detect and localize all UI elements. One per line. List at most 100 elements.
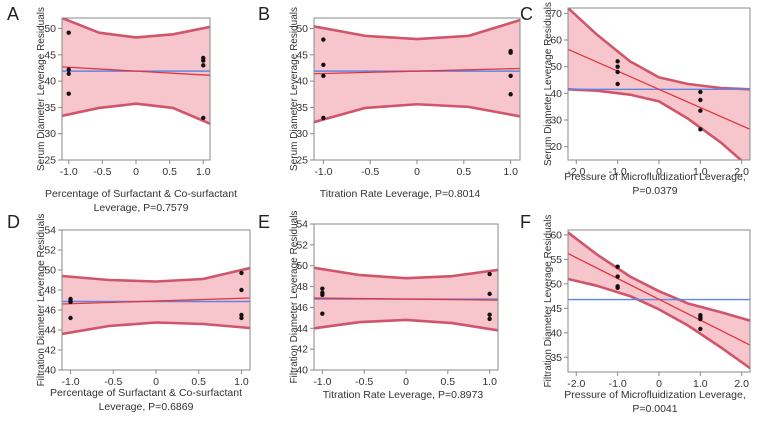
y-axis-label-a: Serum Diameter Leverage Residuals bbox=[36, 7, 47, 171]
x-tick-label-e-2: -0.5 bbox=[355, 376, 373, 388]
x-tick-label-d-1: -1.0 bbox=[61, 376, 79, 388]
y-tick-label-f-1: 35 bbox=[550, 352, 562, 364]
band-lower-curve-d bbox=[62, 321, 250, 336]
fit-line-b bbox=[314, 67, 520, 75]
data-point-c-6 bbox=[698, 97, 703, 103]
band-lower-curve-c bbox=[568, 88, 743, 160]
y-tick-label-e-2: 42 bbox=[296, 344, 308, 356]
y-tick-label-b-4: 40 bbox=[296, 76, 308, 88]
x-tick-label-f-1: -2.0 bbox=[567, 378, 585, 390]
x-axis-label-d-line-2: Leverage, P=0.6869 bbox=[99, 401, 194, 413]
y-tick-label-b-3: 35 bbox=[296, 102, 308, 114]
data-point-e-1 bbox=[320, 286, 325, 291]
y-tick-label-b-2: 30 bbox=[296, 128, 308, 140]
data-point-c-5 bbox=[698, 89, 703, 95]
data-point-b-2 bbox=[321, 62, 326, 68]
y-tick-label-d-8: 54 bbox=[44, 225, 56, 237]
y-axis-label-d: Filtration Diameter Leverage Residuals bbox=[36, 214, 47, 387]
x-tick-label-c-4: 1.0 bbox=[693, 166, 708, 178]
x-tick-label-f-4: 1.0 bbox=[693, 378, 708, 390]
data-point-a-1 bbox=[66, 30, 71, 35]
x-axis-label-c-line-1: Pressure of Microfluidization Leverage, bbox=[564, 171, 746, 183]
y-tick-label-d-1: 40 bbox=[44, 365, 56, 377]
y-tick-label-e-6: 50 bbox=[296, 260, 308, 272]
y-tick-label-a-1: 25 bbox=[44, 155, 56, 167]
fit-line-f bbox=[568, 252, 750, 346]
data-point-b-4 bbox=[321, 115, 326, 121]
x-axis-label-c-line-2: P=0.0379 bbox=[632, 185, 677, 197]
data-point-a-7 bbox=[201, 63, 206, 68]
y-tick-label-d-2: 42 bbox=[44, 345, 56, 357]
data-point-f-7 bbox=[698, 316, 703, 322]
fit-line-d bbox=[62, 297, 250, 305]
data-point-d-5 bbox=[239, 270, 244, 276]
data-point-f-4 bbox=[615, 285, 620, 290]
data-point-f-1 bbox=[615, 264, 620, 269]
band-upper-curve-b bbox=[314, 18, 520, 41]
data-point-a-6 bbox=[201, 58, 206, 63]
y-tick-label-d-3: 44 bbox=[44, 325, 56, 337]
panel-letter-e: E bbox=[258, 212, 270, 232]
y-tick-label-d-7: 52 bbox=[44, 245, 56, 257]
plot-panels: A 25 30 35 40 45 50 -1.0 -0.5 0 0.5 1.0 Serum Diamet… bbox=[7, 2, 751, 415]
fit-line-a bbox=[62, 66, 210, 76]
x-tick-label-a-4: 0.5 bbox=[162, 166, 177, 178]
y-tick-label-d-6: 50 bbox=[44, 265, 56, 277]
x-tick-label-e-4: 0.5 bbox=[441, 376, 456, 388]
band-lower-curve-e bbox=[314, 318, 498, 332]
y-tick-label-c-4: 50 bbox=[550, 61, 562, 73]
x-axis-label-f-line-1: Pressure of Microfluidization Leverage, bbox=[564, 389, 746, 401]
x-tick-label-b-1: -1.0 bbox=[314, 166, 332, 178]
y-tick-label-a-4: 40 bbox=[44, 76, 56, 88]
data-point-e-5 bbox=[487, 271, 492, 277]
data-point-e-6 bbox=[487, 291, 492, 297]
y-tick-label-f-6: 60 bbox=[550, 229, 562, 241]
x-tick-label-e-3: 0 bbox=[403, 376, 409, 388]
panel-e: E 40 42 44 46 48 50 52 54 -1.0 -0.5 0 0.5 1.0 Filtrati… bbox=[258, 211, 499, 401]
data-point-a-4 bbox=[66, 91, 71, 96]
data-point-c-3 bbox=[615, 69, 620, 75]
y-axis-label-e: Filtration Diameter Leverage Residuals bbox=[289, 211, 300, 384]
x-tick-label-f-5: 2.0 bbox=[734, 378, 749, 390]
panel-letter-b: B bbox=[258, 4, 270, 24]
y-tick-label-a-6: 50 bbox=[44, 23, 56, 35]
y-tick-label-a-3: 35 bbox=[44, 102, 56, 114]
x-tick-label-a-2: -0.5 bbox=[93, 166, 111, 178]
band-upper-curve-f bbox=[568, 231, 750, 322]
y-tick-label-f-2: 40 bbox=[550, 327, 562, 339]
y-tick-label-e-3: 44 bbox=[296, 323, 308, 335]
y-tick-label-f-5: 55 bbox=[550, 254, 562, 266]
band-lower-curve-b bbox=[314, 102, 520, 124]
data-point-e-3 bbox=[320, 292, 325, 298]
data-point-f-8 bbox=[698, 326, 703, 332]
x-tick-label-a-1: -1.0 bbox=[60, 166, 78, 178]
x-tick-label-b-5: 1.0 bbox=[503, 166, 518, 178]
data-point-c-8 bbox=[698, 127, 703, 132]
data-point-b-7 bbox=[508, 73, 513, 79]
data-point-b-8 bbox=[508, 92, 513, 97]
x-tick-label-e-5: 1.0 bbox=[482, 376, 497, 388]
x-tick-label-d-4: 0.5 bbox=[191, 376, 206, 388]
x-tick-label-c-5: 2.0 bbox=[734, 166, 749, 178]
band-upper-curve-d bbox=[62, 266, 250, 283]
y-tick-label-a-5: 45 bbox=[44, 49, 56, 61]
data-point-e-8 bbox=[487, 316, 492, 322]
y-tick-label-c-5: 60 bbox=[550, 35, 562, 47]
y-tick-label-e-8: 54 bbox=[296, 219, 308, 231]
y-tick-label-c-2: 30 bbox=[550, 115, 562, 127]
data-point-b-6 bbox=[508, 50, 513, 55]
y-axis-label-c: Serum Diameter Leverage Residuals bbox=[543, 2, 554, 166]
data-point-c-2 bbox=[615, 64, 620, 69]
data-point-d-4 bbox=[68, 315, 73, 321]
panel-a: A 25 30 35 40 45 50 -1.0 -0.5 0 0.5 1.0 Serum Diamet… bbox=[7, 4, 237, 214]
band-upper-curve-a bbox=[62, 18, 210, 39]
band-upper-curve-e bbox=[314, 266, 498, 280]
y-tick-label-d-4: 46 bbox=[44, 305, 56, 317]
panel-c: C 20 30 40 50 60 70 -2.0 -1.0 0 1.0 2.0 Serum Diamet… bbox=[520, 2, 751, 197]
x-axis-label-a-line-1: Percentage of Surfactant & Co-surfactant bbox=[45, 188, 237, 200]
x-axis-label-b-line-1: Titration Rate Leverage, P=0.8014 bbox=[320, 188, 481, 200]
y-tick-label-b-1: 25 bbox=[296, 155, 308, 167]
y-tick-label-d-5: 48 bbox=[44, 285, 56, 297]
panel-letter-a: A bbox=[7, 4, 19, 24]
